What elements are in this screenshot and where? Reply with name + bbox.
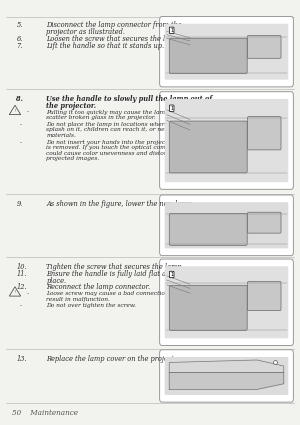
Text: Replace the lamp cover on the projector.: Replace the lamp cover on the projector. [46, 355, 183, 363]
FancyBboxPatch shape [165, 99, 288, 182]
FancyBboxPatch shape [248, 35, 281, 58]
Text: Loosen the screw that secures the lamp.: Loosen the screw that secures the lamp. [46, 35, 182, 43]
Text: !: ! [14, 290, 16, 295]
Text: Do not over tighten the screw.: Do not over tighten the screw. [46, 303, 136, 309]
FancyBboxPatch shape [165, 24, 288, 79]
Text: 11.: 11. [16, 270, 27, 278]
Text: 7.: 7. [16, 42, 23, 50]
Text: 1: 1 [170, 106, 173, 111]
Text: 5.: 5. [16, 21, 23, 29]
Text: Do not insert your hands into the projector after the lamp: Do not insert your hands into the projec… [46, 140, 218, 145]
Text: Disconnect the lamp connector from the: Disconnect the lamp connector from the [46, 21, 182, 29]
Text: Tighten the screw that secures the lamp.: Tighten the screw that secures the lamp. [46, 263, 184, 271]
Text: projected images.: projected images. [46, 156, 100, 162]
Text: 1: 1 [170, 28, 173, 33]
FancyBboxPatch shape [160, 350, 293, 402]
Text: projector as illustrated.: projector as illustrated. [46, 28, 125, 36]
FancyBboxPatch shape [165, 266, 288, 338]
Text: is removed. If you touch the optical components inside, it: is removed. If you touch the optical com… [46, 145, 217, 150]
FancyBboxPatch shape [165, 357, 288, 395]
Text: Pulling it too quickly may cause the lamp to break and: Pulling it too quickly may cause the lam… [46, 110, 209, 115]
Text: 8.: 8. [16, 95, 23, 103]
Text: -: - [20, 122, 22, 127]
FancyBboxPatch shape [169, 285, 247, 330]
Text: -: - [27, 110, 29, 115]
Text: result in malfunction.: result in malfunction. [46, 297, 110, 302]
FancyBboxPatch shape [169, 121, 247, 173]
Text: !: ! [14, 109, 16, 113]
Text: 10.: 10. [16, 263, 27, 271]
Text: 50    Maintenance: 50 Maintenance [12, 409, 78, 417]
FancyBboxPatch shape [169, 213, 247, 245]
FancyBboxPatch shape [248, 116, 281, 150]
FancyBboxPatch shape [248, 212, 281, 233]
Text: Do not place the lamp in locations where water might: Do not place the lamp in locations where… [46, 122, 207, 127]
Text: splash on it, children can reach it, or near flammable: splash on it, children can reach it, or … [46, 128, 205, 133]
Text: place.: place. [46, 277, 67, 285]
Polygon shape [169, 360, 284, 372]
Polygon shape [169, 372, 284, 389]
FancyBboxPatch shape [160, 92, 293, 190]
Text: 12.: 12. [16, 283, 27, 292]
Text: Loose screw may cause a bad connection, which could: Loose screw may cause a bad connection, … [46, 291, 208, 296]
Text: materials.: materials. [46, 133, 76, 138]
Text: -: - [20, 140, 22, 145]
FancyBboxPatch shape [169, 38, 247, 74]
Text: Use the handle to slowly pull the lamp out of: Use the handle to slowly pull the lamp o… [46, 95, 213, 103]
Text: 9.: 9. [16, 200, 23, 208]
Text: As shown in the figure, lower the new lamp.: As shown in the figure, lower the new la… [46, 200, 194, 208]
Text: scatter broken glass in the projector.: scatter broken glass in the projector. [46, 115, 156, 120]
FancyBboxPatch shape [160, 195, 293, 255]
FancyBboxPatch shape [165, 202, 288, 248]
Text: Reconnect the lamp connector.: Reconnect the lamp connector. [46, 283, 151, 292]
Text: Lift the handle so that it stands up.: Lift the handle so that it stands up. [46, 42, 165, 50]
Text: -: - [27, 291, 29, 296]
Text: 13.: 13. [16, 355, 27, 363]
Text: -: - [20, 303, 22, 309]
FancyBboxPatch shape [248, 281, 281, 311]
FancyBboxPatch shape [160, 259, 293, 346]
FancyBboxPatch shape [160, 17, 293, 87]
Text: Ensure the handle is fully laid flat and locked in: Ensure the handle is fully laid flat and… [46, 270, 208, 278]
Text: 6.: 6. [16, 35, 23, 43]
Text: 1: 1 [170, 272, 173, 277]
Text: the projector.: the projector. [46, 102, 97, 110]
Text: could cause color unevenness and distortion of the: could cause color unevenness and distort… [46, 151, 197, 156]
